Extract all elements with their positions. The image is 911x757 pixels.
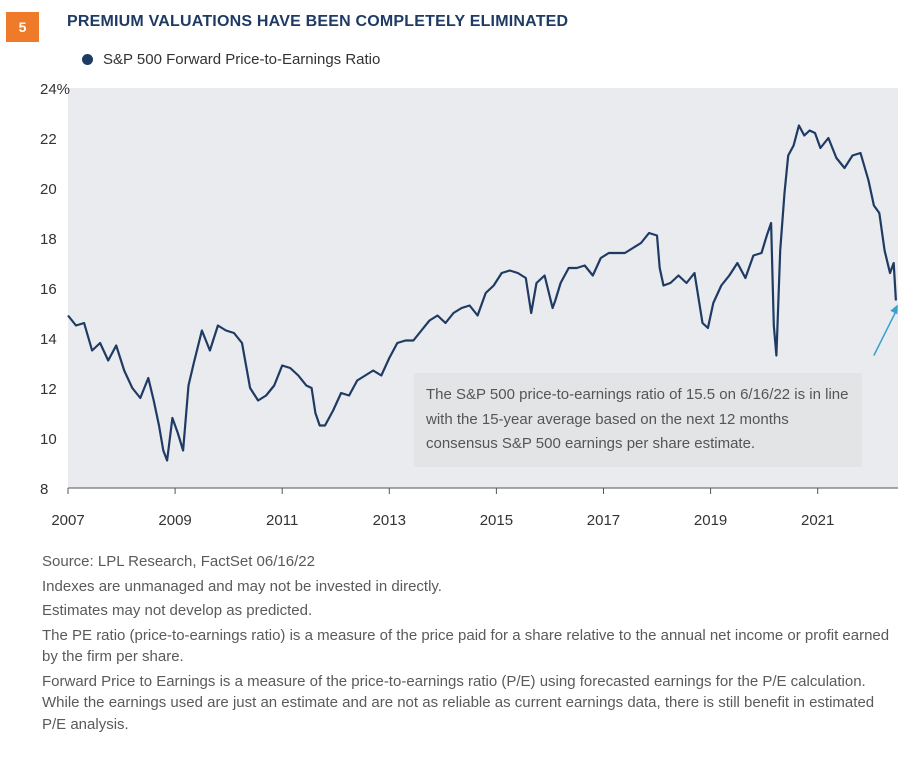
annotation-arrow [873,304,898,356]
footnote-line: The PE ratio (price-to-earnings ratio) i… [42,626,890,666]
x-axis: 2007 2009 2011 2013 2015 2017 2019 2021 [51,487,898,529]
y-tick-label: 24% [40,81,70,98]
figure-number-badge: 5 [6,12,39,42]
x-tick-label: 2021 [801,512,834,529]
x-tick-label: 2007 [51,512,84,529]
y-tick-label: 8 [40,481,48,498]
chart-title: PREMIUM VALUATIONS HAVE BEEN COMPLETELY … [67,13,569,30]
annotation-box: The S&P 500 price-to-earnings ratio of 1… [414,373,862,467]
x-tick-label: 2017 [587,512,620,529]
y-tick-label: 12 [40,381,57,398]
source-note: Source: LPL Research, FactSet 06/16/22 [42,553,315,570]
footnote-line: Forward Price to Earnings is a measure o… [42,672,875,733]
y-tick-label: 10 [40,431,57,448]
footnote-line: Estimates may not develop as predicted. [42,602,313,619]
legend-marker [82,54,93,65]
x-tick-label: 2015 [480,512,513,529]
y-tick-label: 18 [40,231,57,248]
footnote-line: Indexes are unmanaged and may not be inv… [42,577,442,595]
y-tick-label: 14 [40,331,57,348]
chart-legend: S&P 500 Forward Price-to-Earnings Ratio [82,51,380,68]
y-axis-ticks: 8 10 12 14 16 18 20 22 24% [40,81,70,498]
x-tick-label: 2011 [266,512,298,529]
y-tick-label: 22 [40,131,57,148]
series-line [67,124,897,462]
series-layer [67,124,897,462]
y-tick-label: 20 [40,181,57,198]
x-tick-label: 2019 [694,512,727,529]
arrow-head [890,304,898,315]
x-tick-label: 2009 [158,512,191,529]
x-tick-label: 2013 [373,512,406,529]
legend-label: S&P 500 Forward Price-to-Earnings Ratio [103,51,381,68]
y-tick-label: 16 [40,281,57,298]
footnotes: Source: LPL Research, FactSet 06/16/22 I… [42,551,892,738]
